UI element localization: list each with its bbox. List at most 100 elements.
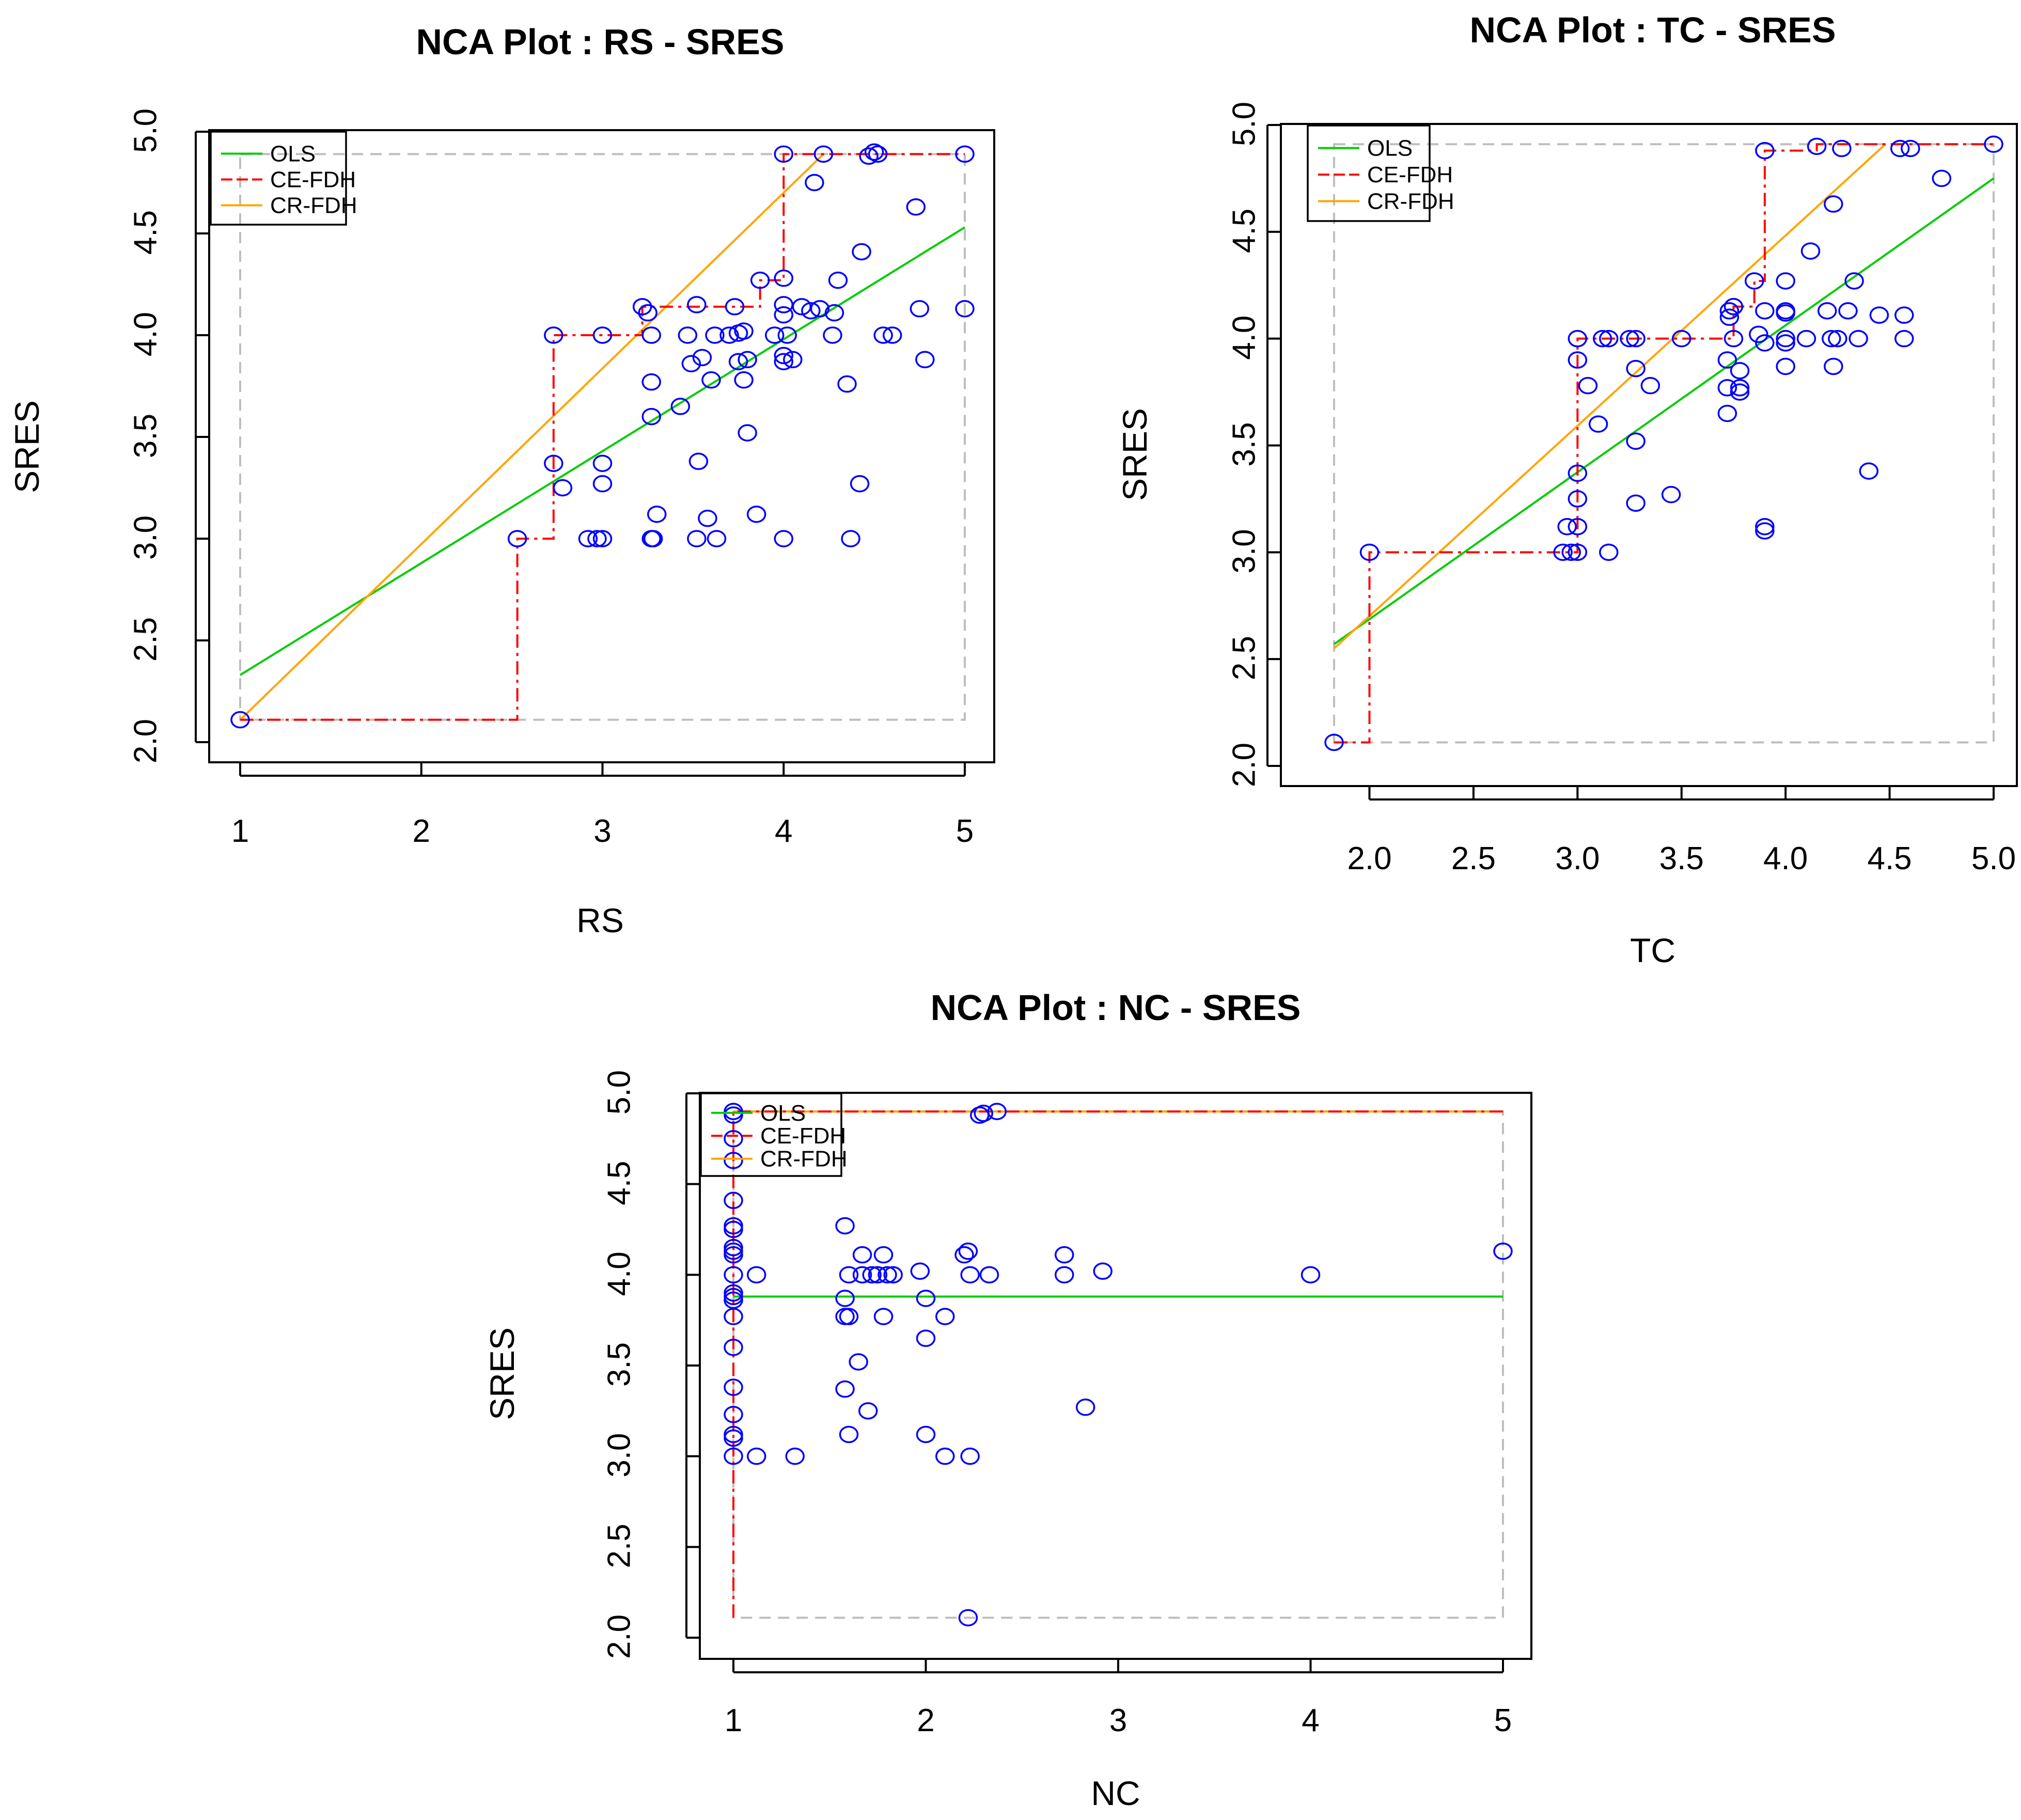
data-point (1578, 376, 1598, 395)
data-point (724, 1191, 743, 1210)
data-point (1568, 330, 1588, 348)
data-point (774, 145, 793, 163)
data-point (1744, 272, 1764, 290)
data-point (1817, 302, 1837, 320)
y-tick-label: 3.5 (1227, 422, 1262, 466)
data-point (883, 1266, 903, 1284)
data-point (1671, 330, 1691, 348)
data-point (724, 1220, 743, 1238)
data-point (1553, 543, 1573, 561)
data-point (728, 353, 748, 370)
data-point (724, 1339, 743, 1356)
data-point (906, 198, 926, 216)
data-point (878, 1266, 897, 1284)
data-point (641, 373, 661, 391)
data-point (678, 326, 698, 344)
data-point (724, 1266, 743, 1284)
data-point (724, 1106, 743, 1124)
data-point (592, 326, 613, 344)
x-tick-label: 5.0 (1971, 841, 2016, 876)
data-point (960, 1266, 980, 1284)
data-point (647, 505, 667, 523)
data-point (724, 1308, 743, 1325)
data-point (1054, 1266, 1074, 1284)
y-tick-label: 4.5 (602, 1161, 637, 1205)
legend-label: CR-FDH (1367, 189, 1454, 214)
data-point (916, 1329, 936, 1347)
data-point (1557, 517, 1577, 536)
data-point (578, 530, 598, 547)
data-point (681, 355, 701, 372)
legend-box (700, 1092, 842, 1177)
data-point (824, 304, 844, 322)
x-tick-label: 5 (956, 813, 974, 849)
data-point (1075, 1399, 1095, 1416)
data-point (688, 452, 709, 470)
x-axis-label: NC (1091, 1774, 1140, 1812)
data-point (774, 296, 793, 313)
data-point (641, 407, 661, 426)
data-point (868, 145, 888, 163)
data-point (828, 271, 848, 289)
data-point (1749, 325, 1768, 343)
data-point (1717, 379, 1737, 397)
ce-fdh-step-line (1334, 143, 1994, 744)
data-point (1568, 543, 1588, 561)
data-point (882, 326, 902, 344)
data-point (852, 1246, 872, 1264)
y-tick-label: 4.5 (128, 210, 164, 255)
data-point (958, 1242, 978, 1260)
x-tick-label: 3.5 (1659, 841, 1704, 876)
data-point (632, 298, 652, 316)
y-tick-label: 2.5 (602, 1524, 637, 1568)
data-point (805, 174, 824, 192)
ols-line (239, 226, 966, 676)
data-point (785, 1447, 805, 1465)
y-tick-label: 2.5 (128, 617, 164, 662)
data-point (1824, 195, 1843, 213)
data-point (835, 1217, 855, 1235)
cr-fdh-line (239, 153, 824, 721)
x-tick-label: 3.0 (1555, 841, 1600, 876)
data-point (1493, 1242, 1513, 1260)
data-point (1901, 139, 1920, 158)
ce-fdh-step-line (732, 1110, 1503, 1618)
plot-title: NCA Plot : TC - SRES (1469, 10, 1836, 50)
data-point (1626, 432, 1646, 450)
data-point (910, 1262, 930, 1280)
data-point (1730, 383, 1750, 401)
data-point (1832, 139, 1852, 158)
legend-box (1307, 124, 1431, 222)
data-point (852, 243, 871, 261)
data-point (774, 269, 793, 287)
panel-rs-sres: NCA Plot : RS - SRES RS SRES 1 2 3 4 5 2.0 2.5… (8, 22, 995, 939)
data-point (801, 302, 821, 320)
data-point (1620, 330, 1639, 348)
data-point (587, 530, 607, 547)
data-point (835, 1290, 855, 1307)
data-point (1824, 357, 1843, 375)
data-point (643, 530, 663, 547)
ce-fdh-step-line (240, 153, 965, 721)
data-point (1984, 135, 2003, 153)
data-point (1719, 308, 1740, 326)
x-tick-label: 2.5 (1451, 841, 1496, 876)
data-point (1838, 302, 1858, 320)
data-point (915, 351, 935, 369)
data-point (687, 530, 707, 547)
y-tick-label: 2.0 (128, 719, 164, 763)
data-point (746, 505, 766, 523)
x-tick-label: 3 (593, 813, 611, 849)
x-axis-label: TC (1630, 931, 1675, 969)
data-point (873, 1308, 894, 1325)
y-axis-label: SRES (483, 1327, 521, 1420)
data-point (1568, 351, 1588, 369)
data-point (835, 1308, 855, 1325)
data-point (544, 326, 563, 344)
data-point (734, 322, 754, 340)
data-point (1588, 415, 1608, 433)
y-tick-label: 3.5 (128, 414, 164, 458)
data-point (1592, 330, 1612, 348)
data-point (725, 298, 745, 316)
